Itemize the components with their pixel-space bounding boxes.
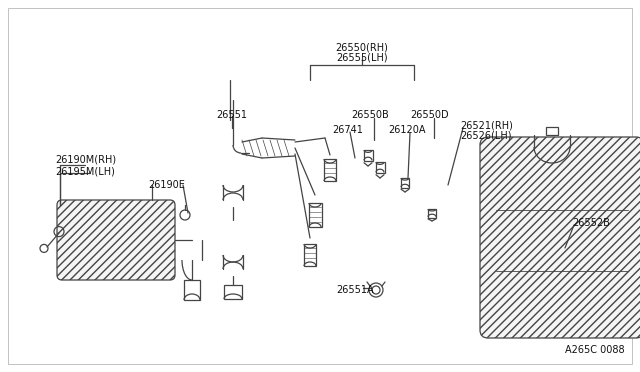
Text: 26521(RH): 26521(RH) <box>460 120 513 130</box>
Bar <box>428 209 436 218</box>
Text: A265C 0088: A265C 0088 <box>565 345 625 355</box>
Text: 26555(LH): 26555(LH) <box>336 53 388 63</box>
Bar <box>376 162 385 173</box>
FancyBboxPatch shape <box>57 200 175 280</box>
FancyBboxPatch shape <box>480 137 640 338</box>
Bar <box>224 285 242 299</box>
Bar <box>546 127 558 135</box>
Text: 26120A: 26120A <box>388 125 426 135</box>
Text: 26552B: 26552B <box>572 218 610 228</box>
Text: 26551A: 26551A <box>336 285 374 295</box>
Bar <box>184 280 200 300</box>
Text: 26550(RH): 26550(RH) <box>335 42 388 52</box>
Bar <box>309 203 322 227</box>
Text: 26551: 26551 <box>216 110 248 120</box>
Bar <box>364 150 373 161</box>
Text: 26195M(LH): 26195M(LH) <box>55 166 115 176</box>
Text: 26190M(RH): 26190M(RH) <box>55 155 116 165</box>
Text: 26190E: 26190E <box>148 180 185 190</box>
Text: 26550B: 26550B <box>351 110 389 120</box>
Text: 26550D: 26550D <box>411 110 449 120</box>
Bar <box>401 178 409 188</box>
Text: 26526(LH): 26526(LH) <box>460 131 511 141</box>
Bar <box>304 244 316 266</box>
Bar <box>324 159 336 181</box>
Text: 26741: 26741 <box>333 125 364 135</box>
